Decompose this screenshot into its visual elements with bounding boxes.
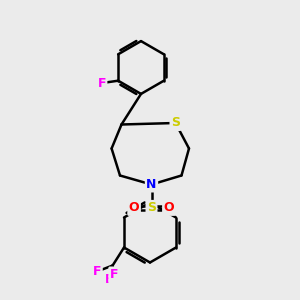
Text: S: S (147, 201, 156, 214)
Text: F: F (110, 268, 118, 281)
Text: O: O (129, 201, 140, 214)
Text: O: O (164, 201, 174, 214)
Text: F: F (105, 273, 114, 286)
Text: F: F (98, 76, 106, 90)
Text: N: N (146, 178, 157, 191)
Text: S: S (171, 116, 180, 130)
Text: F: F (93, 265, 101, 278)
